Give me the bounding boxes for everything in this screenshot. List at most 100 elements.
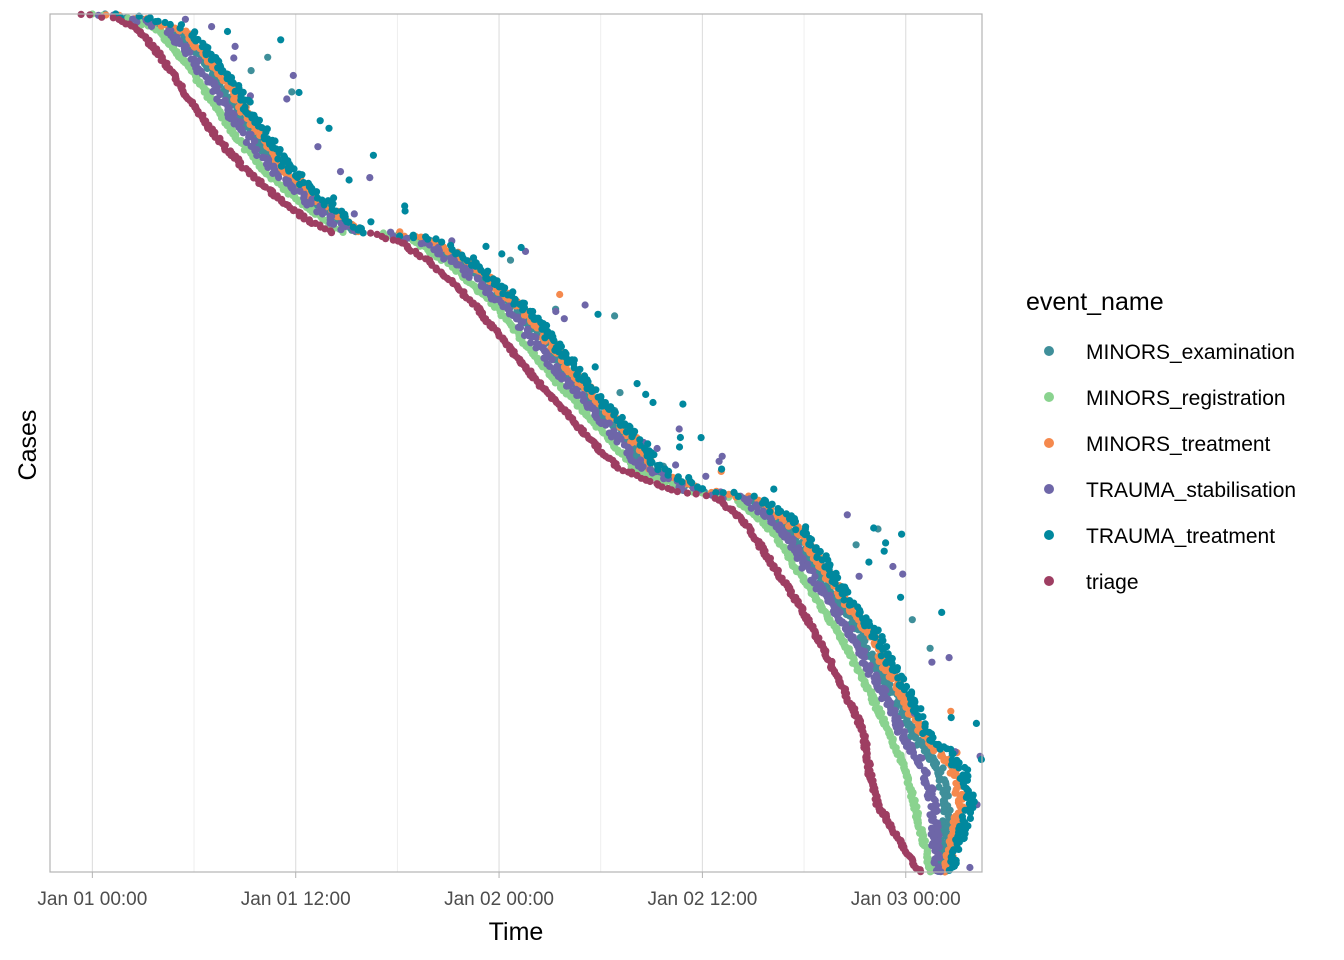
legend-label: TRAUMA_stabilisation: [1086, 479, 1296, 502]
point: [300, 215, 308, 223]
point: [223, 27, 232, 36]
point: [510, 300, 518, 308]
point: [560, 315, 568, 323]
point: [828, 571, 836, 579]
point: [888, 675, 897, 683]
point: [452, 250, 460, 258]
point: [675, 443, 684, 451]
point: [264, 53, 272, 61]
point: [878, 695, 886, 703]
point: [925, 755, 934, 764]
point: [611, 408, 619, 416]
point: [506, 256, 515, 264]
point: [166, 20, 174, 29]
legend-item: TRAUMA_treatment: [1044, 525, 1275, 548]
point: [409, 234, 418, 242]
point: [565, 382, 573, 390]
point: [336, 168, 345, 176]
point: [855, 572, 863, 580]
point: [269, 169, 277, 177]
point: [307, 200, 315, 208]
legend-item: MINORS_examination: [1044, 341, 1295, 364]
point: [642, 390, 650, 398]
point: [908, 616, 916, 624]
point: [520, 303, 529, 312]
point: [401, 207, 409, 215]
legend: MINORS_examination MINORS_registration MIN…: [1044, 341, 1296, 594]
point: [458, 251, 466, 259]
series-TRAUMA_treatment: [112, 10, 986, 874]
legend-title: event_name: [1026, 288, 1164, 316]
point: [289, 71, 297, 80]
point: [852, 541, 860, 549]
point: [637, 456, 645, 464]
legend-item: TRAUMA_stabilisation: [1044, 479, 1296, 502]
point: [935, 743, 944, 751]
point: [628, 470, 636, 478]
point: [543, 321, 551, 330]
point: [208, 23, 216, 31]
point: [146, 14, 154, 22]
x-tick-label: Jan 02 00:00: [444, 889, 554, 910]
point: [86, 11, 94, 19]
point: [972, 719, 981, 728]
point: [594, 310, 602, 318]
x-tick-label: Jan 01 00:00: [37, 889, 147, 910]
point: [792, 526, 800, 534]
point: [675, 425, 683, 433]
point: [230, 54, 238, 62]
point: [924, 794, 932, 802]
point: [493, 277, 501, 285]
x-tick-label: Jan 02 12:00: [647, 889, 757, 910]
point: [253, 151, 261, 160]
point: [951, 789, 959, 797]
point: [646, 477, 654, 486]
point: [916, 762, 924, 770]
point: [283, 95, 291, 103]
point: [575, 391, 583, 399]
point: [438, 238, 446, 246]
point: [930, 747, 938, 755]
point: [831, 579, 839, 588]
point: [888, 660, 896, 668]
point: [633, 380, 641, 388]
point: [744, 498, 752, 507]
point: [186, 48, 194, 56]
point: [532, 333, 540, 341]
point: [345, 176, 353, 184]
grid-lines: [91, 14, 907, 872]
point: [366, 174, 374, 182]
point: [966, 809, 975, 817]
legend-key: [1044, 438, 1054, 448]
point: [764, 501, 773, 509]
y-axis-title: Cases: [14, 410, 42, 481]
point: [840, 596, 848, 604]
point: [316, 117, 324, 125]
point: [517, 243, 525, 252]
point: [251, 137, 259, 145]
point: [382, 235, 390, 243]
point: [719, 489, 727, 497]
point: [576, 365, 584, 373]
point: [498, 250, 506, 258]
point: [189, 31, 197, 39]
point: [313, 208, 321, 216]
point: [935, 776, 943, 785]
point: [176, 24, 184, 32]
point: [900, 675, 908, 683]
point: [330, 220, 338, 228]
point: [219, 98, 227, 106]
point: [953, 840, 961, 848]
series-triage: [77, 10, 925, 876]
point: [879, 645, 887, 654]
series-TRAUMA_stabilisation: [94, 11, 984, 876]
point: [945, 654, 953, 662]
point: [702, 472, 710, 480]
x-axis-title: Time: [489, 918, 544, 946]
point: [864, 670, 872, 678]
point: [880, 547, 888, 555]
point: [860, 653, 869, 662]
point: [648, 469, 656, 477]
point: [271, 137, 279, 145]
point: [806, 548, 814, 556]
